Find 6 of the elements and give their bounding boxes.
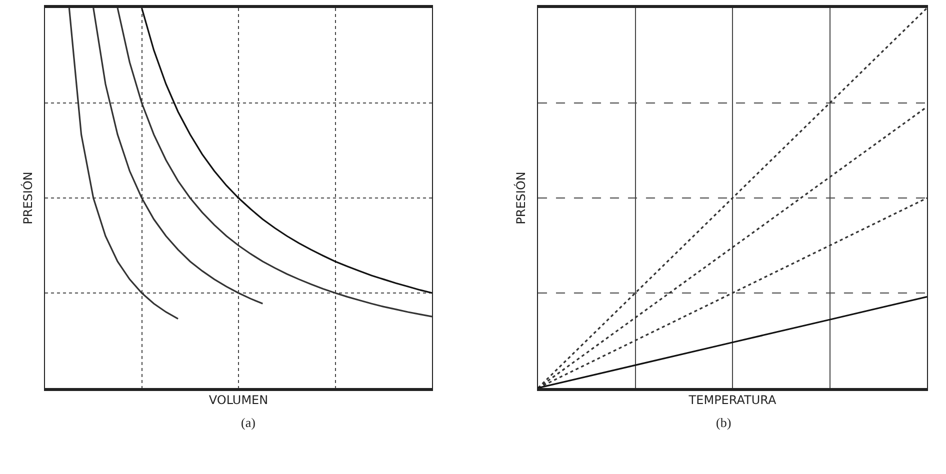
y-axis-title: PRESIÓN — [513, 172, 528, 224]
x-axis-title: VOLUMEN — [208, 392, 268, 407]
text: (b) — [716, 415, 732, 430]
x-axis-title: TEMPERATURA — [688, 392, 777, 407]
text: (a) — [241, 415, 256, 430]
y-axis-title: PRESIÓN — [20, 172, 36, 224]
